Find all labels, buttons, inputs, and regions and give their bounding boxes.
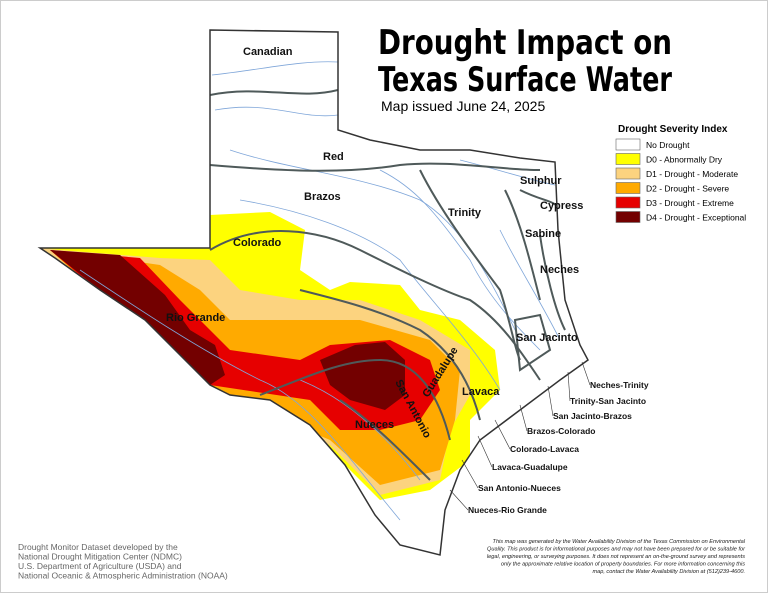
- leader-line: [461, 459, 479, 489]
- basin-label: Red: [323, 151, 344, 163]
- legend-label: D4 - Drought - Exceptional: [646, 213, 746, 223]
- coastal-label: Trinity-San Jacinto: [570, 396, 646, 406]
- coastal-label: Nueces-Rio Grande: [468, 505, 547, 515]
- credit: National Drought Mitigation Center (NDMC…: [18, 552, 182, 562]
- legend-swatch: [615, 167, 641, 180]
- coastal-label: Neches-Trinity: [590, 380, 649, 390]
- basin-label: Brazos: [304, 191, 341, 203]
- coastal-label: Brazos-Colorado: [527, 426, 595, 436]
- drought-layer: [40, 212, 500, 500]
- title: Drought Impact on: [378, 23, 672, 63]
- disclaimer: legal, engineering, or surveying purpose…: [487, 554, 745, 560]
- disclaimer: Quality. This product is for information…: [487, 547, 746, 553]
- coastal-label: Lavaca-Guadalupe: [492, 462, 568, 472]
- legend-label: D3 - Drought - Extreme: [646, 198, 734, 208]
- leader-line: [567, 371, 571, 402]
- title: Texas Surface Water: [378, 60, 672, 100]
- disclaimer: map, contact the Water Availability Divi…: [592, 569, 745, 575]
- coastal-label: San Jacinto-Brazos: [553, 411, 632, 421]
- disclaimer: This map was generated by the Water Avai…: [493, 539, 746, 545]
- basin-label: Nueces: [355, 419, 394, 431]
- leader-line: [581, 361, 591, 386]
- basin-label: Cypress: [540, 200, 583, 212]
- basin-label: Trinity: [448, 207, 482, 219]
- basin-boundaries: [209, 89, 566, 481]
- rivers: [79, 61, 561, 521]
- basin-label: Colorado: [233, 237, 282, 249]
- basin-label: Rio Grande: [166, 312, 225, 324]
- credit: U.S. Department of Agriculture (USDA) an…: [18, 561, 182, 571]
- leader-line: [449, 489, 469, 511]
- basin-label: Sulphur: [520, 175, 562, 187]
- disclaimer: only the approximate relative location o…: [501, 562, 745, 568]
- basin-label: Sabine: [525, 228, 561, 240]
- subtitle: Map issued June 24, 2025: [381, 98, 545, 114]
- legend-label: D1 - Drought - Moderate: [646, 169, 738, 179]
- legend-swatch: [615, 196, 641, 209]
- legend-title: Drought Severity Index: [618, 124, 728, 135]
- coastal-label: San Antonio-Nueces: [478, 483, 561, 493]
- credit: Drought Monitor Dataset developed by the: [18, 542, 178, 552]
- basin-label: Lavaca: [462, 386, 500, 398]
- credit: National Oceanic & Atmospheric Administr…: [18, 571, 228, 581]
- legend-swatch: [615, 153, 641, 165]
- leader-line: [494, 419, 511, 450]
- basin-label: Canadian: [243, 46, 293, 58]
- legend-label: No Drought: [646, 140, 690, 150]
- drought-zone: [50, 250, 225, 385]
- legend-label: D0 - Abnormally Dry: [646, 155, 723, 165]
- leader-line: [547, 385, 554, 417]
- basin-label: Neches: [540, 264, 579, 276]
- legend-swatch: [615, 182, 641, 194]
- leader-line: [477, 435, 493, 468]
- legend-swatch: [615, 138, 641, 151]
- coastal-label: Colorado-Lavaca: [510, 444, 579, 454]
- drought-zone: [320, 342, 405, 410]
- leader-line: [519, 404, 528, 432]
- legend-label: D2 - Drought - Severe: [646, 184, 729, 194]
- legend-swatch: [615, 211, 641, 223]
- basin-label: San Jacinto: [516, 332, 578, 344]
